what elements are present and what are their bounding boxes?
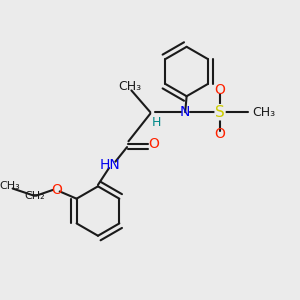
Text: O: O <box>214 83 226 98</box>
Text: CH₃: CH₃ <box>0 182 20 191</box>
Text: CH₃: CH₃ <box>118 80 142 92</box>
Text: CH₂: CH₂ <box>24 191 45 201</box>
Text: CH₃: CH₃ <box>252 106 275 119</box>
Text: O: O <box>51 183 62 197</box>
Text: N: N <box>180 105 190 119</box>
Text: O: O <box>214 127 226 141</box>
Text: O: O <box>148 137 159 151</box>
Text: S: S <box>215 105 225 120</box>
Text: HN: HN <box>99 158 120 172</box>
Text: H: H <box>152 116 161 129</box>
